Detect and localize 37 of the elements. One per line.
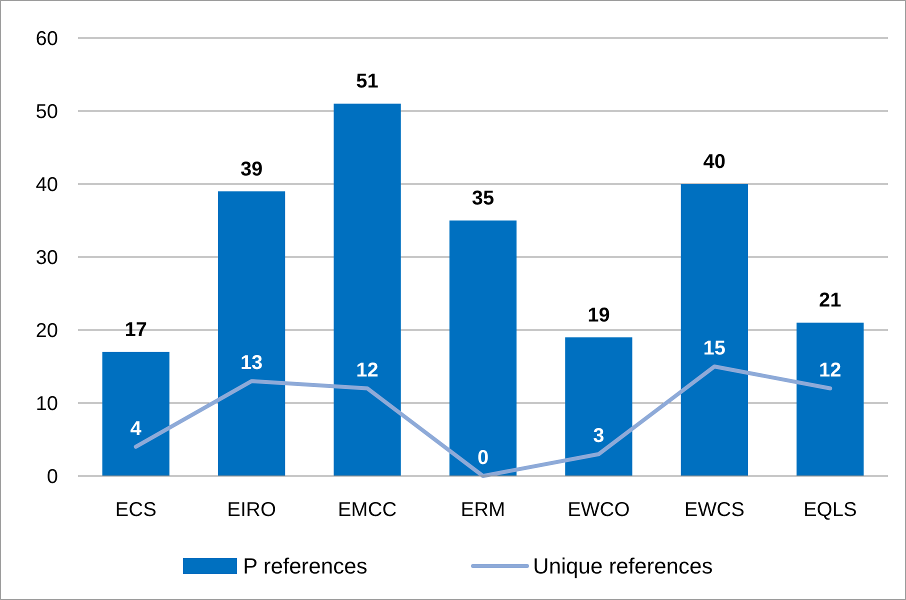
y-tick-label: 30 [36,247,58,269]
y-tick-label: 20 [36,320,58,342]
bar [334,104,401,476]
data-label: 40 [703,151,726,173]
bar [218,191,286,476]
y-tick-label: 60 [36,28,58,50]
data-label: 12 [356,359,378,382]
x-tick-label: EWCS [684,499,744,521]
y-tick-label: 40 [36,174,58,196]
y-tick-label: 50 [36,101,58,123]
data-label: 19 [588,304,610,326]
x-tick-label: EIRO [227,499,276,521]
data-label: 21 [819,290,842,312]
data-label: 35 [472,188,494,210]
data-label: 39 [240,158,263,180]
data-label: 3 [593,425,604,448]
data-label: 4 [130,418,142,440]
data-label: 51 [356,70,378,93]
bar [565,337,632,476]
data-label: 15 [703,338,726,360]
data-label: 0 [477,447,489,469]
bar [449,220,517,476]
x-tick-label: EMCC [338,499,397,521]
x-tick-label: ERM [460,499,506,521]
data-label: 13 [240,352,263,374]
legend-label: P references [243,554,368,579]
x-tick-label: EWCO [568,499,630,521]
data-label: 17 [124,318,147,341]
y-tick-label: 10 [36,393,58,415]
x-tick-label: EQLS [803,499,857,521]
bar [796,322,864,476]
data-label: 12 [819,359,842,382]
x-tick-label: ECS [115,499,156,521]
bar [680,184,748,476]
bar [102,352,170,476]
y-tick-label: 0 [46,466,58,488]
legend-label: Unique references [533,554,713,579]
